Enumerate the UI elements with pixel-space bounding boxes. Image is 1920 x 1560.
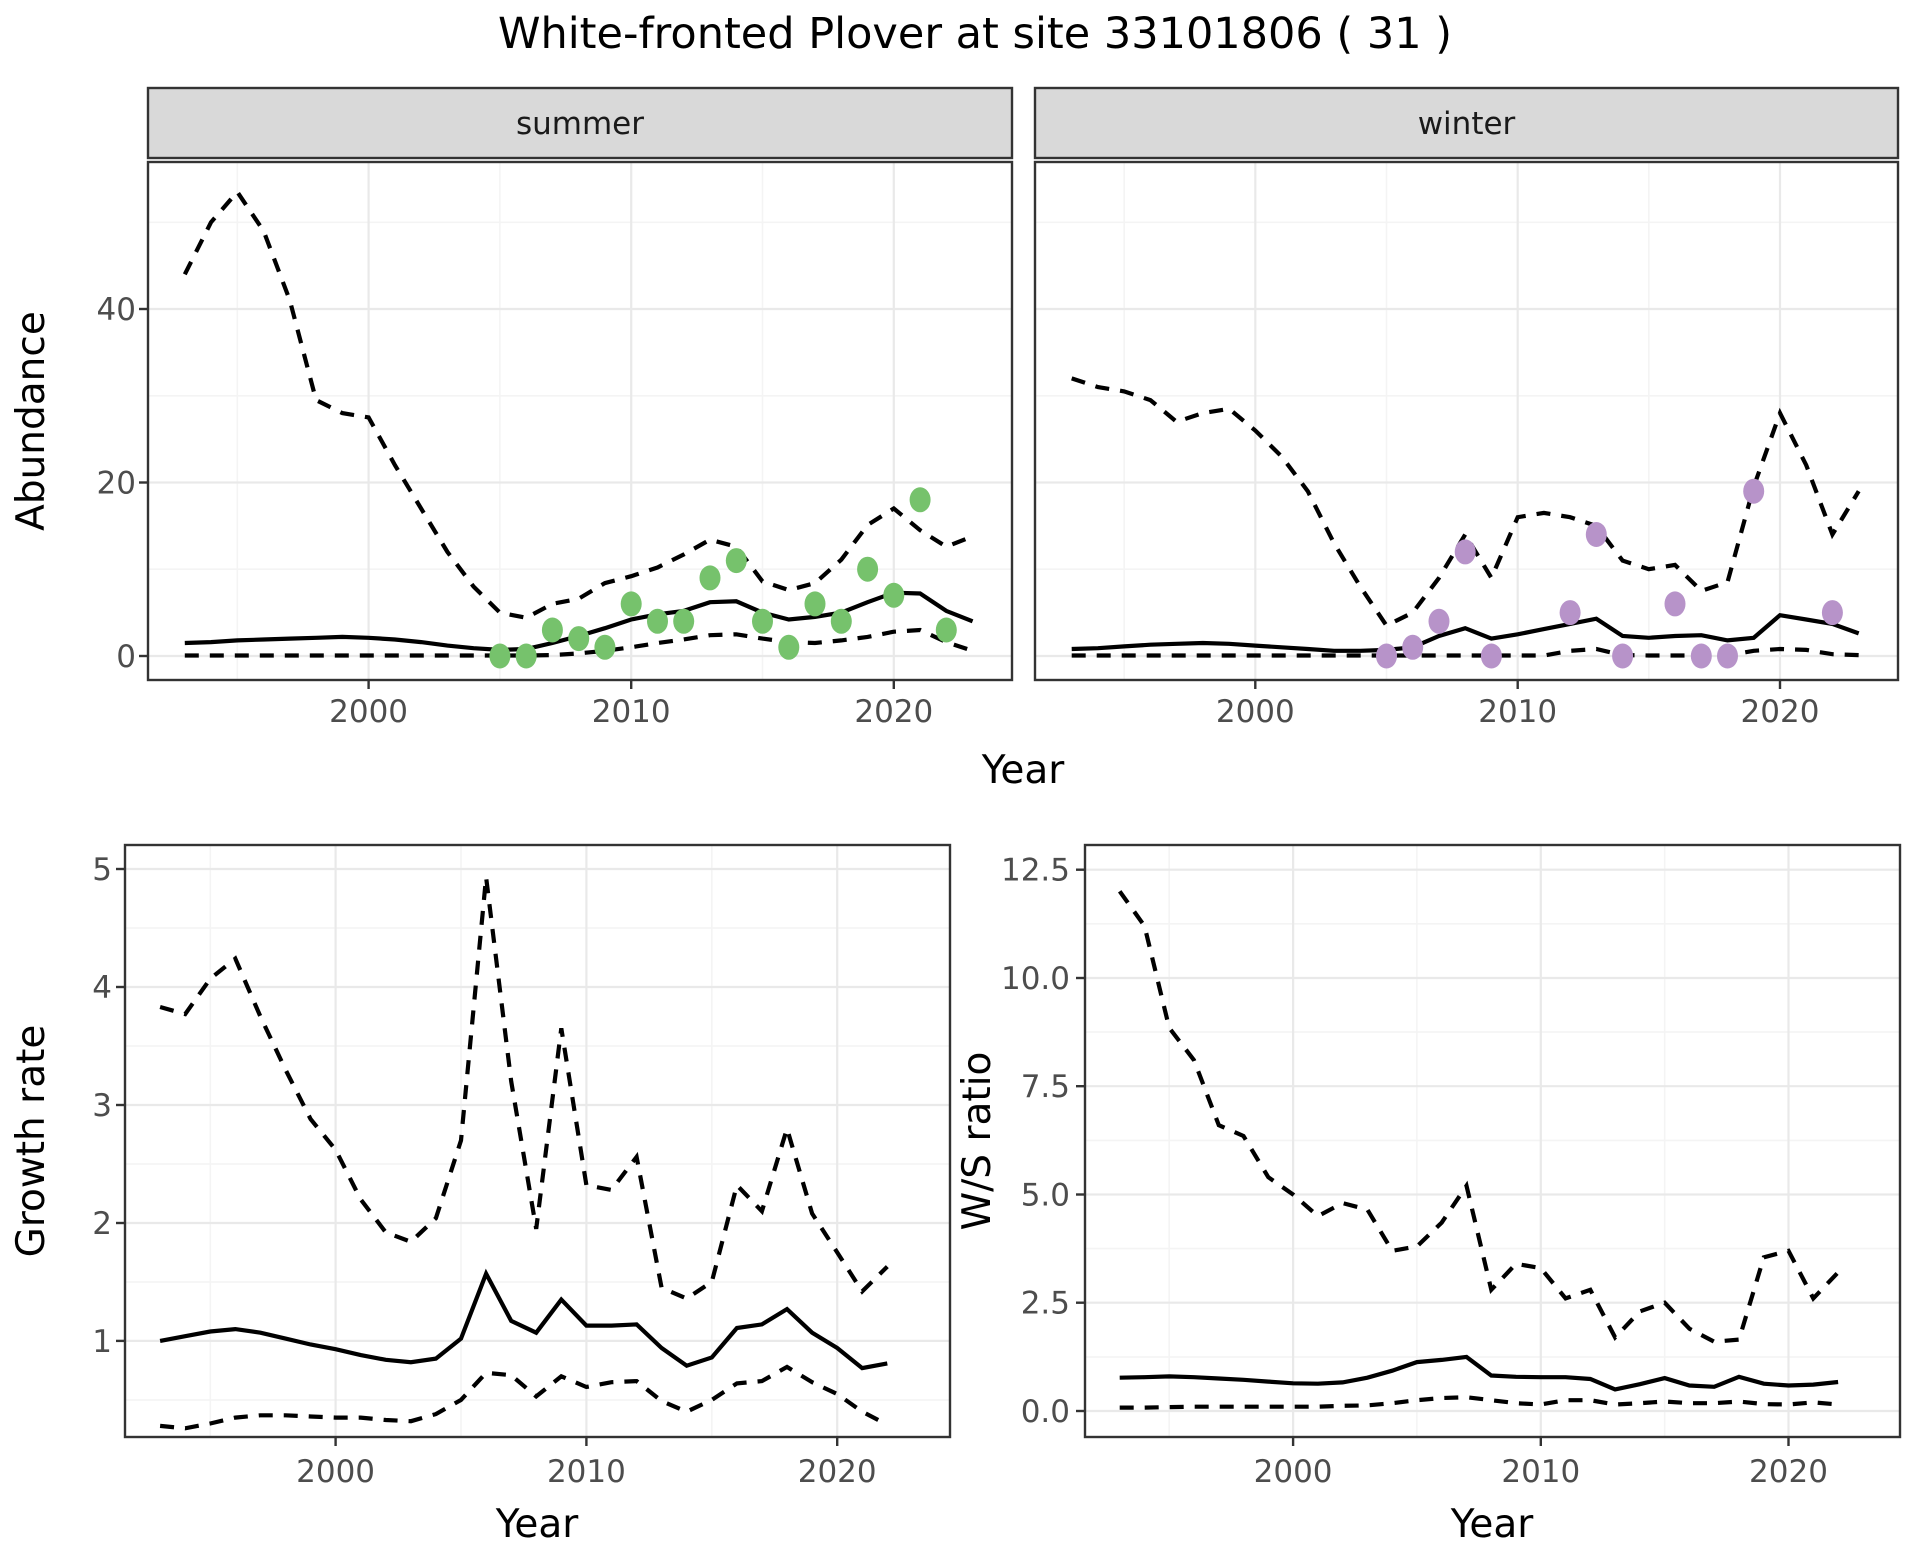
x-tick-label: 2000 [1254,1454,1333,1490]
data-point [725,548,747,574]
data-point [1612,643,1634,669]
data-point [1821,600,1843,626]
data-point [568,626,590,652]
data-point [1376,643,1397,669]
data-point [1454,539,1476,565]
data-point [857,556,879,582]
data-point [1428,608,1450,634]
y-tick-label: 5 [92,852,112,888]
y-tick-label: 20 [97,466,136,502]
x-tick-label: 2010 [592,694,671,730]
data-point [935,617,957,643]
x-tick-label: 2020 [854,694,933,730]
upper-ci-line [182,188,974,621]
data-point [804,591,826,617]
data-point [647,608,668,634]
x-tick-label: 2000 [329,694,408,730]
data-point [1402,634,1424,660]
y-tick-label: 2 [92,1206,112,1242]
panel-abundance-winter: winter 2000 2010 2020 [1033,86,1900,730]
lower-ci-line [1071,646,1859,658]
x-tick-label: 2010 [547,1454,626,1490]
panel-abundance-summer: summer 2000 2010 2020 0 20 40 [97,86,1014,730]
data-point [830,608,852,634]
median-line [1119,1354,1839,1392]
y-axis-title-ws-ratio: W/S ratio [955,1052,1000,1231]
data-point [1559,600,1581,626]
x-tick-label: 2010 [1478,694,1557,730]
lower-ci-line [159,1364,889,1431]
x-axis-title-year-ws: Year [1450,1502,1535,1547]
upper-ci-line [159,876,889,1301]
data-point [489,643,511,669]
y-tick-label: 0.0 [1021,1394,1070,1430]
lower-ci-line [1119,1395,1839,1410]
data-point [909,487,931,513]
data-point [1743,478,1765,504]
lower-ci-line [184,627,974,658]
data-point [1664,591,1686,617]
panels-group: summer 2000 2010 2020 0 20 40 winter 2000 2010 202… [92,86,1902,1490]
x-tick-label: 2020 [1741,694,1820,730]
panel-border [123,843,952,1439]
data-point [515,643,537,669]
y-tick-label: 3 [92,1088,112,1124]
facet-strip [146,86,1014,160]
x-tick-label: 2010 [1501,1454,1580,1490]
y-tick-label: 12.5 [1001,853,1070,889]
data-point [1480,643,1502,669]
facet-strip [1033,86,1900,160]
x-tick-label: 2020 [1749,1454,1828,1490]
y-tick-label: 4 [92,970,112,1006]
y-tick-label: 10.0 [1001,961,1070,997]
data-point [752,608,773,634]
data-point [1690,643,1712,669]
panel-growth-rate: 2000 2010 2020 1 2 3 4 5 [92,843,952,1490]
x-tick-label: 2020 [798,1454,877,1490]
data-point [1717,643,1738,669]
data-point [699,565,721,591]
y-tick-label: 1 [92,1324,112,1360]
data-point [1585,522,1607,547]
y-axis-title-abundance: Abundance [9,311,54,531]
data-point [883,582,905,608]
x-tick-label: 2000 [1216,694,1295,730]
panel-border [1033,160,1900,682]
y-tick-label: 40 [97,292,136,328]
data-point [673,608,695,634]
x-axis-title-year-growth: Year [495,1502,580,1547]
upper-ci-line [1071,376,1861,629]
data-point [594,634,616,660]
median-line [159,1268,888,1371]
panel-border [146,160,1014,682]
facet-label-summer: summer [516,106,644,142]
data-point [541,617,563,643]
y-tick-label: 5.0 [1021,1178,1070,1214]
facet-label-winter: winter [1418,106,1516,142]
median-line [1071,612,1860,653]
y-tick-label: 0 [116,639,136,675]
axis-titles-group: Abundance Year Growth rate Year W/S ratio Yea… [9,311,1534,1547]
upper-ci-line [1117,890,1840,1344]
y-tick-label: 2.5 [1021,1286,1070,1322]
panel-border [1083,843,1902,1439]
data-point [778,634,800,660]
chart-title: White-fronted Plover at site 33101806 ( … [498,9,1452,59]
data-point [620,591,642,617]
x-axis-title-year-top: Year [981,748,1066,793]
y-axis-title-growth-rate: Growth rate [9,1025,54,1258]
x-tick-label: 2000 [296,1454,375,1490]
y-tick-label: 7.5 [1021,1069,1070,1105]
panel-ws-ratio: 2000 2010 2020 0.0 2.5 5.0 7.5 10.0 12.5 [1001,843,1902,1490]
